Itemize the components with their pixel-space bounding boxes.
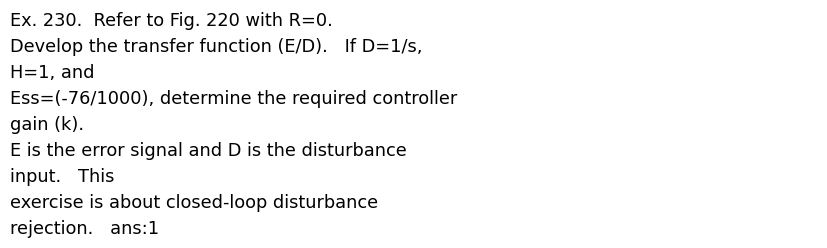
Text: Ess=(-76/1000), determine the required controller: Ess=(-76/1000), determine the required c…	[10, 90, 457, 108]
Text: rejection.   ans:1: rejection. ans:1	[10, 220, 159, 238]
Text: input.   This: input. This	[10, 168, 114, 186]
Text: Ex. 230.  Refer to Fig. 220 with R=0.: Ex. 230. Refer to Fig. 220 with R=0.	[10, 12, 332, 30]
Text: E is the error signal and D is the disturbance: E is the error signal and D is the distu…	[10, 142, 406, 160]
Text: exercise is about closed-loop disturbance: exercise is about closed-loop disturbanc…	[10, 194, 378, 212]
Text: Develop the transfer function (E/D).   If D=1/s,: Develop the transfer function (E/D). If …	[10, 38, 422, 56]
Text: H=1, and: H=1, and	[10, 64, 94, 82]
Text: gain (k).: gain (k).	[10, 116, 84, 134]
